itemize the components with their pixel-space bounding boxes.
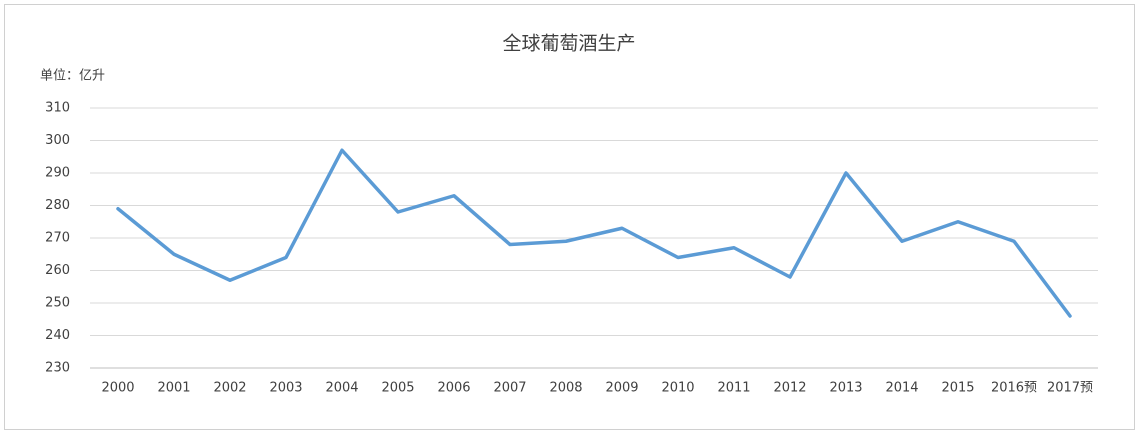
y-tick-label: 270 (45, 231, 70, 246)
x-tick-label: 2017预 (1047, 381, 1093, 396)
x-tick-label: 2012 (773, 381, 806, 396)
x-tick-label: 2009 (605, 381, 638, 396)
x-tick-label: 2014 (885, 381, 918, 396)
x-tick-label: 2007 (493, 381, 526, 396)
x-tick-label: 2003 (269, 381, 302, 396)
x-tick-label: 2011 (717, 381, 750, 396)
x-tick-label: 2004 (325, 381, 358, 396)
y-tick-label: 280 (45, 198, 70, 213)
data-line (116, 148, 1072, 318)
x-tick-label: 2015 (941, 381, 974, 396)
x-tick-label: 2002 (213, 381, 246, 396)
y-tick-label: 300 (45, 133, 70, 148)
chart-border (4, 4, 1135, 430)
x-tick-label: 2013 (829, 381, 862, 396)
x-tick-label: 2008 (549, 381, 582, 396)
y-tick-label: 310 (45, 101, 70, 116)
x-tick-label: 2005 (381, 381, 414, 396)
x-tick-label: 2010 (661, 381, 694, 396)
x-tick-label: 2006 (437, 381, 470, 396)
y-tick-label: 230 (45, 361, 70, 376)
chart-title: 全球葡萄酒生产 (502, 33, 635, 55)
x-tick-label: 2016预 (991, 381, 1037, 396)
unit-label: 单位：亿升 (40, 69, 105, 84)
y-tick-label: 240 (45, 328, 70, 343)
x-tick-label: 2001 (157, 381, 190, 396)
y-tick-label: 290 (45, 166, 70, 181)
y-tick-label: 250 (45, 296, 70, 311)
x-tick-label: 2000 (101, 381, 134, 396)
y-tick-label: 260 (45, 263, 70, 278)
